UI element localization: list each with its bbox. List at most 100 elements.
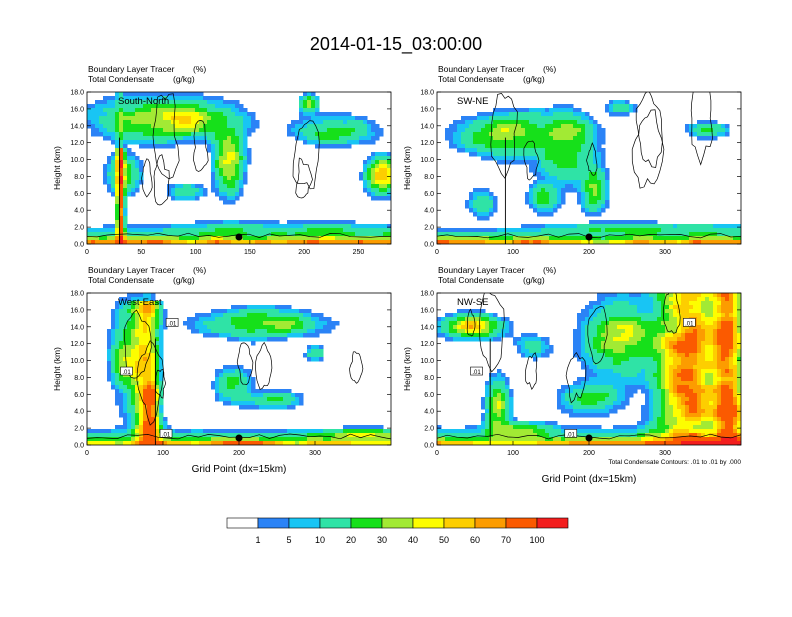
legend-label: 1 — [255, 535, 260, 545]
panel-label: SW-NE — [457, 96, 489, 107]
heatmap — [437, 100, 742, 245]
y-tick-label: 12.0 — [420, 341, 434, 348]
y-tick-label: 4.0 — [74, 208, 84, 215]
y-tick-label: 16.0 — [70, 307, 84, 314]
x-tick-label: 0 — [85, 249, 89, 256]
y-tick-label: 6.0 — [74, 392, 84, 399]
field-label: Boundary Layer Tracer — [88, 64, 175, 74]
x-tick-label: 200 — [298, 249, 310, 256]
y-tick-label: 0.0 — [424, 242, 434, 249]
legend-swatch — [475, 518, 506, 528]
x-tick-label: 0 — [435, 450, 439, 457]
y-tick-label: 4.0 — [424, 409, 434, 416]
legend-swatch — [537, 518, 568, 528]
site-marker — [586, 435, 593, 442]
legend-label: 5 — [286, 535, 291, 545]
field-unit: (%) — [193, 265, 206, 275]
x-tick-label: 300 — [309, 450, 321, 457]
contour-line — [350, 352, 363, 384]
y-tick-label: 0.0 — [74, 443, 84, 450]
y-tick-label: 18.0 — [70, 90, 84, 97]
y-axis-label: Height (km) — [402, 347, 412, 391]
y-tick-label: 8.0 — [74, 174, 84, 181]
y-tick-label: 10.0 — [420, 358, 434, 365]
contour-label-title: Total Condensate — [438, 74, 504, 84]
legend-swatch — [320, 518, 351, 528]
field-unit: (%) — [193, 64, 206, 74]
y-tick-label: 14.0 — [420, 123, 434, 130]
y-tick-label: 2.0 — [74, 225, 84, 232]
contour-label: .01 — [567, 432, 576, 438]
y-tick-label: 10.0 — [70, 358, 84, 365]
legend-label: 70 — [501, 535, 511, 545]
legend-swatch — [289, 518, 320, 528]
legend-label: 30 — [377, 535, 387, 545]
field-unit: (%) — [543, 64, 556, 74]
x-tick-label: 200 — [583, 450, 595, 457]
legend-label: 60 — [470, 535, 480, 545]
y-tick-label: 10.0 — [70, 157, 84, 164]
y-tick-label: 18.0 — [420, 90, 434, 97]
panel-west-east: .01.01.010.02.04.06.08.010.012.014.016.0… — [52, 265, 392, 475]
x-tick-label: 100 — [157, 450, 169, 457]
y-tick-label: 8.0 — [424, 174, 434, 181]
x-tick-label: 300 — [659, 450, 671, 457]
y-tick-label: 6.0 — [74, 191, 84, 198]
legend-swatch — [506, 518, 537, 528]
y-tick-label: 0.0 — [424, 443, 434, 450]
y-tick-label: 18.0 — [420, 291, 434, 298]
y-tick-label: 8.0 — [424, 375, 434, 382]
contour-label: .01 — [685, 321, 694, 327]
contour-line — [632, 110, 664, 188]
y-tick-label: 18.0 — [70, 291, 84, 298]
x-tick-label: 0 — [435, 249, 439, 256]
footnote: Total Condensate Contours: .01 to .01 by… — [608, 459, 741, 466]
contour-unit: (g/kg) — [523, 74, 545, 84]
legend-label: 20 — [346, 535, 356, 545]
panel-nw-se: .01.01.010.02.04.06.08.010.012.014.016.0… — [402, 265, 742, 485]
field-label: Boundary Layer Tracer — [438, 64, 525, 74]
x-tick-label: 0 — [85, 450, 89, 457]
y-tick-label: 16.0 — [70, 106, 84, 113]
y-tick-label: 16.0 — [420, 307, 434, 314]
y-tick-label: 4.0 — [424, 208, 434, 215]
y-tick-label: 2.0 — [74, 426, 84, 433]
legend-swatch — [351, 518, 382, 528]
site-marker — [236, 234, 243, 241]
y-tick-label: 16.0 — [420, 106, 434, 113]
contour-label: .01 — [122, 370, 131, 376]
x-tick-label: 250 — [353, 249, 365, 256]
site-marker — [586, 234, 593, 241]
y-tick-label: 8.0 — [74, 375, 84, 382]
x-tick-label: 50 — [137, 249, 145, 256]
y-tick-label: 12.0 — [420, 140, 434, 147]
legend-swatch — [227, 518, 258, 528]
contour-label-title: Total Condensate — [438, 275, 504, 285]
legend-label: 50 — [439, 535, 449, 545]
contour-label: .01 — [168, 321, 177, 327]
contour-unit: (g/kg) — [523, 275, 545, 285]
legend-swatch — [382, 518, 413, 528]
y-tick-label: 2.0 — [424, 225, 434, 232]
panel-label: West-East — [118, 297, 162, 308]
x-tick-label: 200 — [233, 450, 245, 457]
x-tick-label: 100 — [507, 450, 519, 457]
panel-label: NW-SE — [457, 297, 489, 308]
y-axis-label: Height (km) — [52, 347, 62, 391]
x-axis-label: Grid Point (dx=15km) — [192, 464, 287, 475]
y-tick-label: 14.0 — [70, 324, 84, 331]
contour-label-title: Total Condensate — [88, 74, 154, 84]
y-tick-label: 6.0 — [424, 191, 434, 198]
site-marker — [236, 435, 243, 442]
x-tick-label: 100 — [190, 249, 202, 256]
x-tick-label: 100 — [507, 249, 519, 256]
x-tick-label: 150 — [244, 249, 256, 256]
contour-line — [636, 90, 662, 167]
y-axis-label: Height (km) — [402, 146, 412, 190]
y-tick-label: 10.0 — [420, 157, 434, 164]
field-label: Boundary Layer Tracer — [88, 265, 175, 275]
y-tick-label: 14.0 — [420, 324, 434, 331]
legend-label: 10 — [315, 535, 325, 545]
